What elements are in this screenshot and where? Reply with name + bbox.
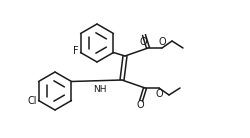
- Text: O: O: [139, 37, 147, 47]
- Text: O: O: [155, 89, 163, 99]
- Text: Cl: Cl: [27, 95, 36, 105]
- Text: O: O: [158, 37, 166, 47]
- Text: O: O: [136, 100, 144, 110]
- Text: F: F: [73, 47, 78, 56]
- Text: NH: NH: [94, 85, 107, 94]
